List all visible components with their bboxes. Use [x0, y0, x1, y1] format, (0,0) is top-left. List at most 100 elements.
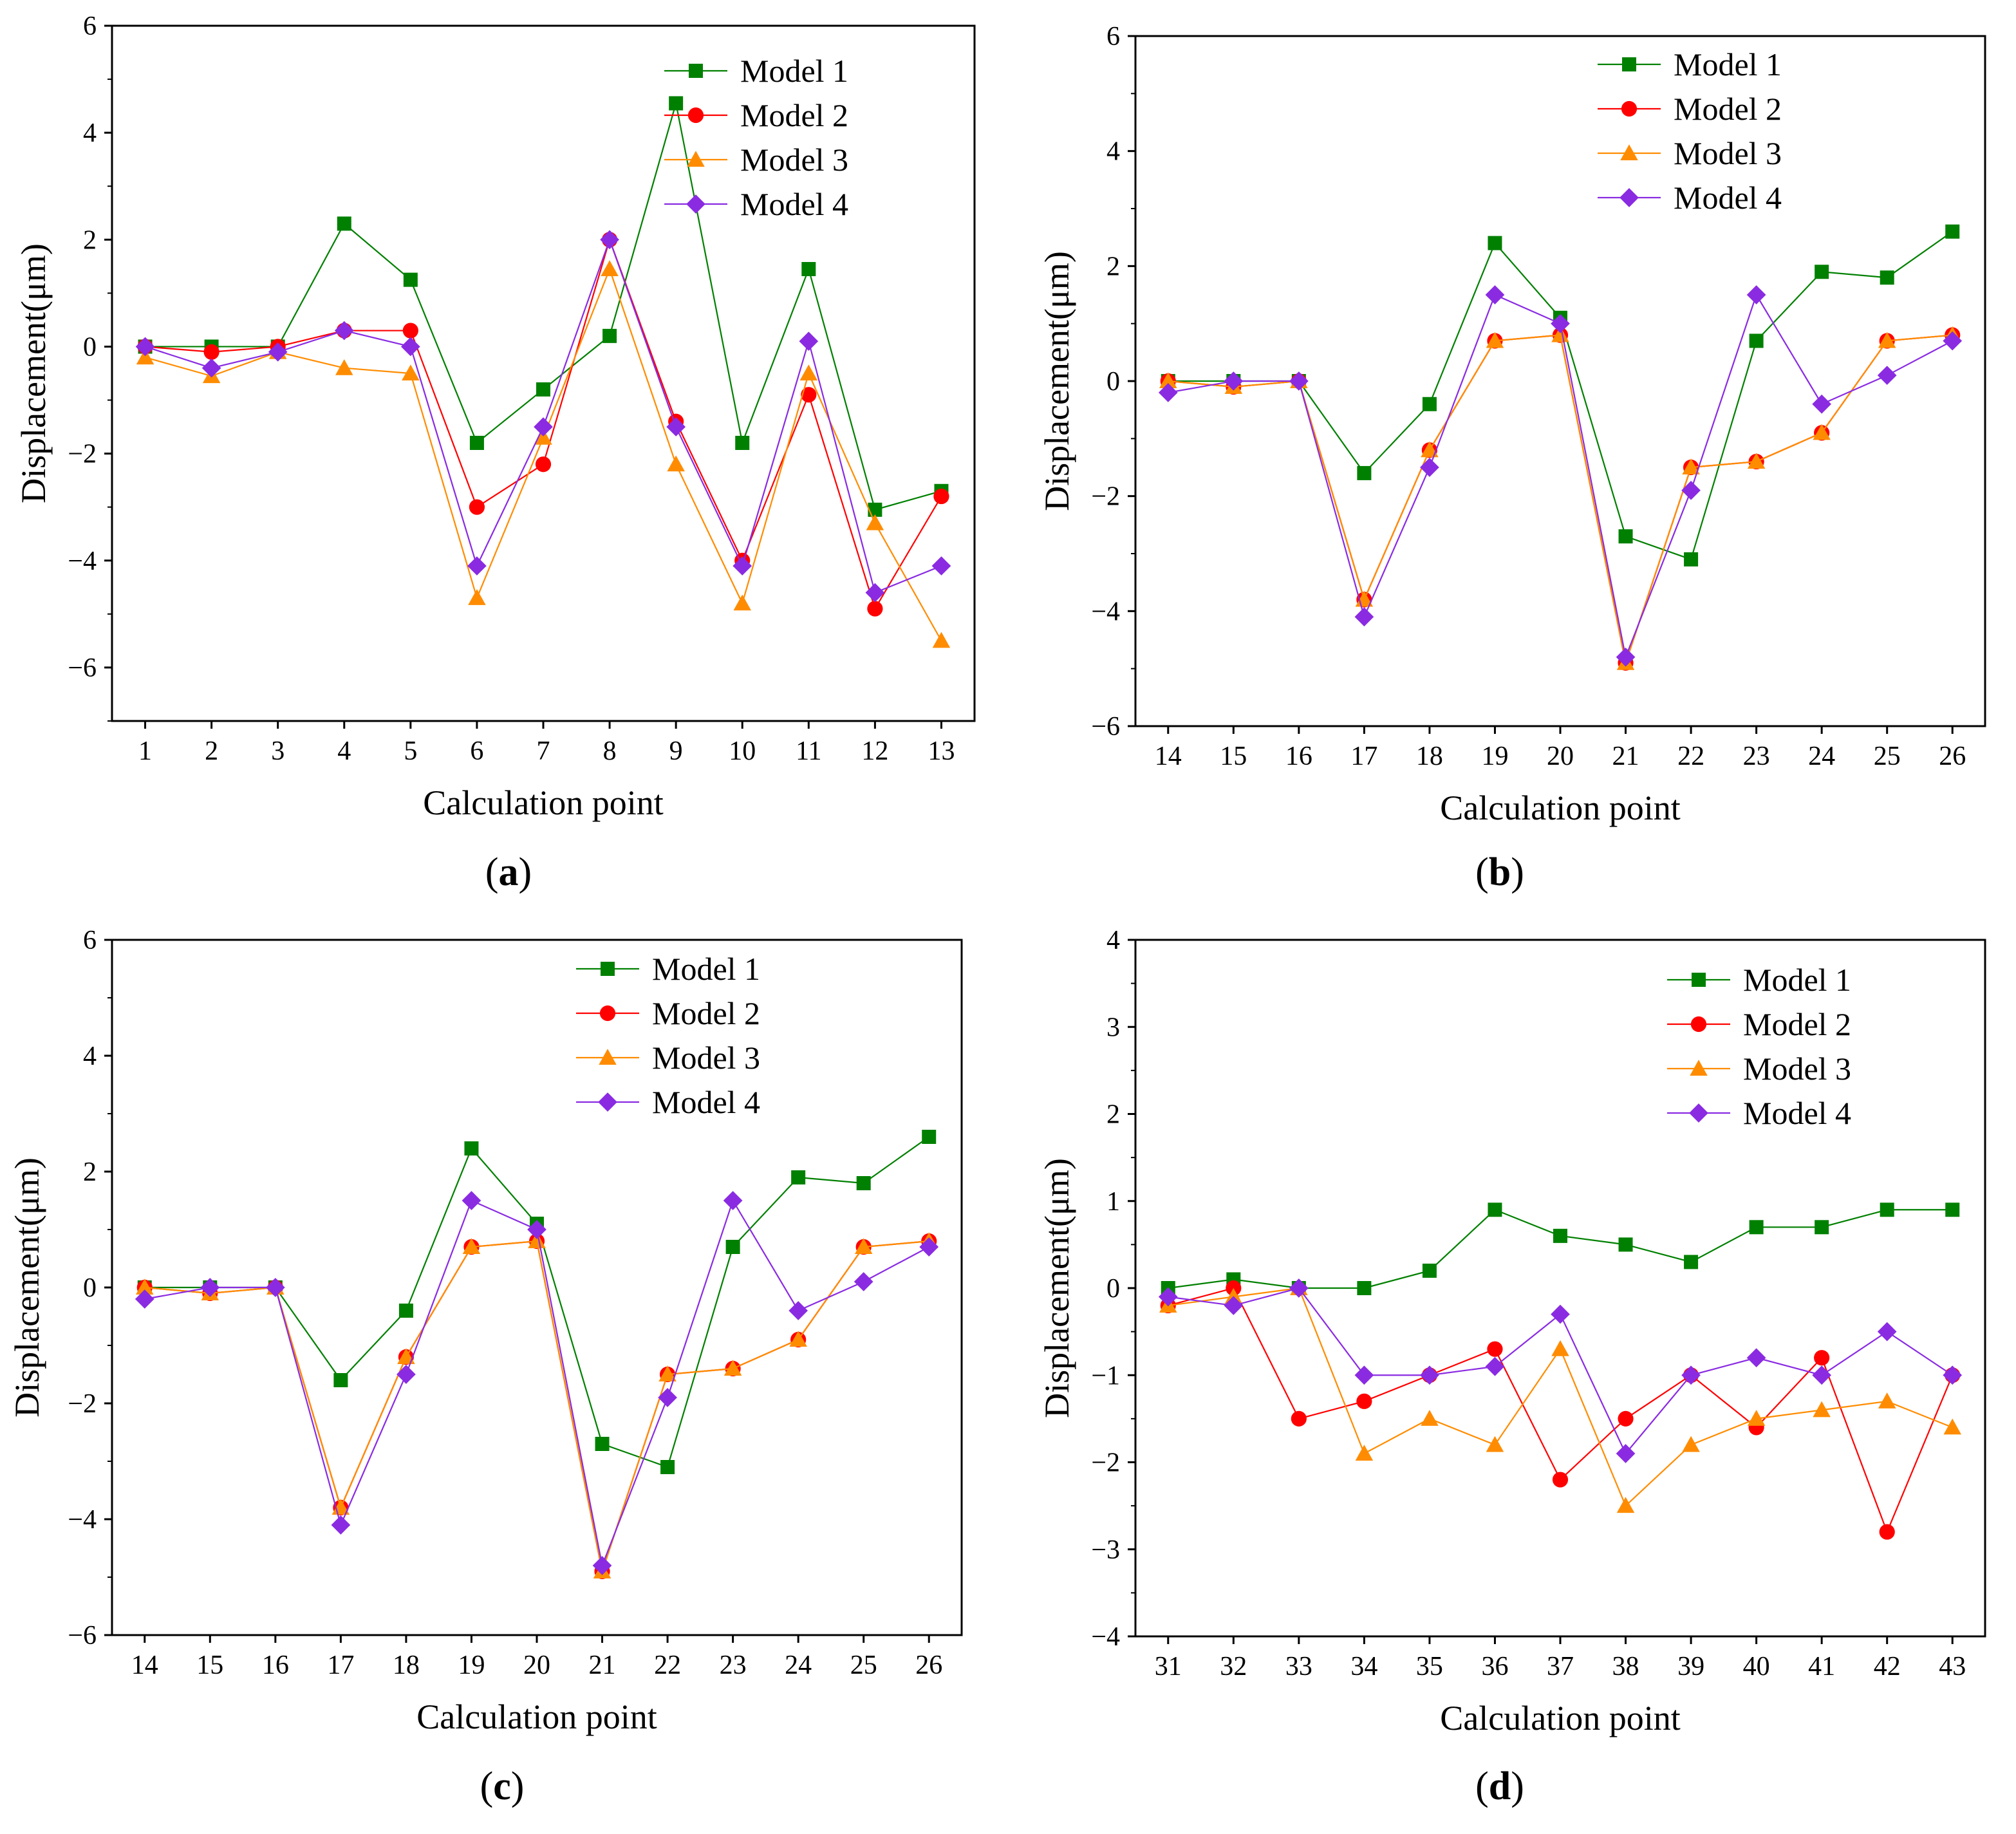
y-tick-label: 0	[1106, 1274, 1120, 1304]
data-point	[669, 96, 684, 111]
y-tick-label: 3	[1106, 1013, 1120, 1042]
data-point	[1158, 383, 1178, 402]
series-line	[1168, 293, 1953, 660]
x-tick-label: 1	[138, 736, 152, 766]
y-tick-label: −3	[1091, 1535, 1120, 1565]
data-point	[1945, 1202, 1960, 1217]
data-point	[592, 1556, 612, 1575]
x-tick-label: 37	[1547, 1652, 1574, 1681]
panel-letter: d	[1489, 1764, 1511, 1808]
legend-label: Model 4	[1674, 180, 1782, 216]
data-point	[1551, 313, 1570, 333]
x-tick-label: 35	[1416, 1652, 1443, 1681]
data-point	[1815, 1220, 1829, 1235]
data-point	[402, 323, 418, 339]
data-point	[469, 499, 485, 515]
y-axis-title: Displacement(μm)	[14, 243, 53, 503]
data-point	[1747, 1410, 1766, 1426]
y-tick-label: 0	[1106, 367, 1120, 397]
y-tick-label: 0	[83, 332, 97, 362]
x-tick-label: 8	[603, 736, 617, 766]
y-tick-label: −6	[68, 653, 97, 683]
y-tick-label: −4	[68, 1505, 97, 1535]
data-point	[660, 1460, 675, 1474]
legend-marker	[1621, 100, 1638, 117]
x-tick-label: 25	[1874, 742, 1901, 771]
x-tick-label: 17	[1350, 742, 1377, 771]
data-point	[1354, 1365, 1374, 1385]
x-tick-label: 38	[1612, 1652, 1639, 1681]
data-point	[1422, 1263, 1437, 1278]
data-point	[335, 359, 353, 375]
legend-label: Model 3	[652, 1040, 760, 1076]
data-point	[868, 502, 882, 517]
x-axis-title: Calculation point	[1440, 1699, 1680, 1737]
y-tick-label: −2	[1091, 1448, 1120, 1478]
x-tick-label: 5	[404, 736, 417, 766]
data-point	[600, 230, 619, 250]
data-point	[854, 1272, 873, 1291]
x-tick-label: 14	[131, 1651, 158, 1680]
chart-panel-c: 14 15 16 17 18 19 20 21 22 23 24 25 26−6−4−20246Calc…	[8, 926, 963, 1808]
y-tick-label: −1	[1091, 1361, 1120, 1390]
x-tick-label: 15	[196, 1651, 223, 1680]
legend-marker	[1692, 973, 1706, 987]
x-tick-label: 17	[327, 1651, 354, 1680]
data-point	[854, 1238, 873, 1254]
data-point	[136, 1278, 154, 1295]
y-tick-label: 6	[83, 12, 97, 41]
x-tick-label: 23	[1743, 742, 1770, 771]
legend: Model 1 Model 2 Model 3 Model 4	[1598, 46, 1782, 216]
data-point	[1356, 1393, 1372, 1409]
y-tick-label: 2	[83, 225, 97, 255]
legend-label: Model 3	[1743, 1051, 1851, 1087]
y-axis-title: Displacement(μm)	[1038, 251, 1076, 511]
series-diamond	[135, 230, 951, 603]
data-point	[1812, 394, 1832, 414]
y-axis-title: Displacement(μm)	[8, 1157, 46, 1418]
x-tick-label: 20	[1547, 742, 1574, 771]
legend-label: Model 1	[1674, 46, 1782, 82]
data-point	[1224, 1296, 1244, 1315]
x-axis-title: Calculation point	[416, 1698, 657, 1736]
data-point	[464, 1141, 479, 1156]
series-line	[1168, 334, 1953, 666]
data-point	[331, 1515, 351, 1535]
x-tick-label: 25	[850, 1651, 877, 1680]
data-point	[1355, 1445, 1374, 1461]
data-point	[1487, 1341, 1503, 1357]
data-point	[1749, 1220, 1764, 1235]
legend-label: Model 4	[740, 186, 848, 222]
data-point	[536, 382, 550, 397]
x-tick-label: 16	[262, 1651, 289, 1680]
y-tick-label: 4	[83, 1042, 97, 1071]
data-point	[1681, 1365, 1701, 1385]
x-tick-label: 34	[1350, 1652, 1377, 1681]
data-point	[398, 1304, 413, 1318]
data-point	[1618, 1410, 1634, 1427]
legend-marker	[599, 1049, 617, 1065]
plot-frame	[1134, 939, 1986, 1638]
series-line	[144, 1240, 929, 1575]
x-tick-label: 40	[1743, 1652, 1770, 1681]
data-point	[1877, 1322, 1897, 1342]
data-point	[1877, 366, 1897, 385]
y-tick-label: 6	[83, 926, 97, 955]
data-point	[203, 344, 219, 360]
y-tick-label: −6	[68, 1621, 97, 1651]
data-point	[866, 514, 884, 530]
data-point	[1681, 480, 1701, 500]
data-point	[1421, 1410, 1439, 1426]
y-tick-label: −4	[1091, 1622, 1120, 1652]
x-tick-label: 10	[729, 736, 756, 766]
data-point	[1682, 1436, 1700, 1452]
x-tick-label: 33	[1285, 1652, 1312, 1681]
panel-label: (d)	[1475, 1764, 1524, 1808]
data-point	[801, 262, 816, 276]
data-point	[397, 1348, 415, 1364]
series-line	[145, 267, 942, 641]
legend-label: Model 1	[740, 53, 848, 89]
series-diamond	[1158, 1278, 1963, 1463]
data-point	[1422, 397, 1437, 411]
data-point	[1289, 1278, 1309, 1298]
